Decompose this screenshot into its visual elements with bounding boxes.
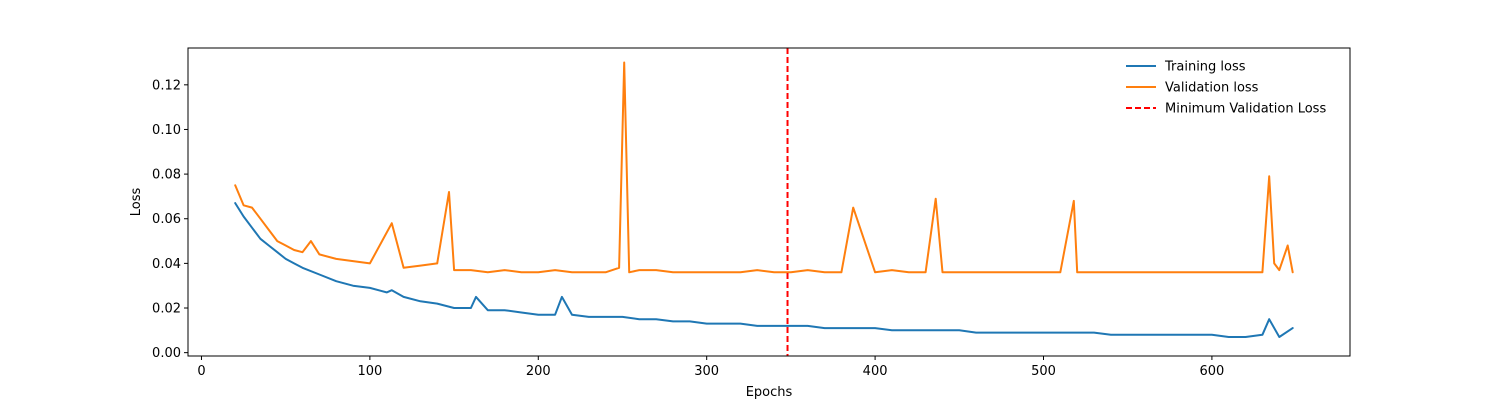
x-tick-label: 0 bbox=[197, 364, 205, 379]
y-tick-label: 0.12 bbox=[152, 78, 181, 93]
y-tick-label: 0.00 bbox=[152, 346, 181, 361]
legend: Training loss Validation loss Minimum Vali… bbox=[1126, 60, 1326, 117]
y-tick-label: 0.08 bbox=[152, 168, 181, 183]
plot-frame bbox=[187, 47, 1351, 357]
y-tick-label: 0.04 bbox=[152, 257, 181, 272]
y-axis: 0.00 0.02 0.04 0.06 0.08 0.10 0.12 bbox=[152, 78, 188, 361]
x-tick-label: 300 bbox=[694, 364, 719, 379]
x-tick-label: 500 bbox=[1031, 364, 1056, 379]
x-tick-label: 400 bbox=[863, 364, 888, 379]
legend-label: Validation loss bbox=[1165, 81, 1259, 96]
x-tick-label: 600 bbox=[1199, 364, 1224, 379]
series-line-1 bbox=[234, 61, 1294, 274]
series-layer bbox=[234, 48, 1294, 356]
x-tick-label: 100 bbox=[357, 364, 382, 379]
x-axis-label: Epochs bbox=[746, 385, 793, 400]
y-tick-label: 0.10 bbox=[152, 123, 181, 138]
y-axis-label: Loss bbox=[129, 188, 144, 217]
series-line-0 bbox=[234, 202, 1294, 338]
legend-label: Training loss bbox=[1164, 60, 1246, 75]
legend-label: Minimum Validation Loss bbox=[1165, 102, 1326, 117]
x-tick-label: 200 bbox=[526, 364, 551, 379]
y-tick-label: 0.02 bbox=[152, 302, 181, 317]
y-tick-label: 0.06 bbox=[152, 212, 181, 227]
x-axis: 0 100 200 300 400 500 600 bbox=[197, 356, 1224, 379]
